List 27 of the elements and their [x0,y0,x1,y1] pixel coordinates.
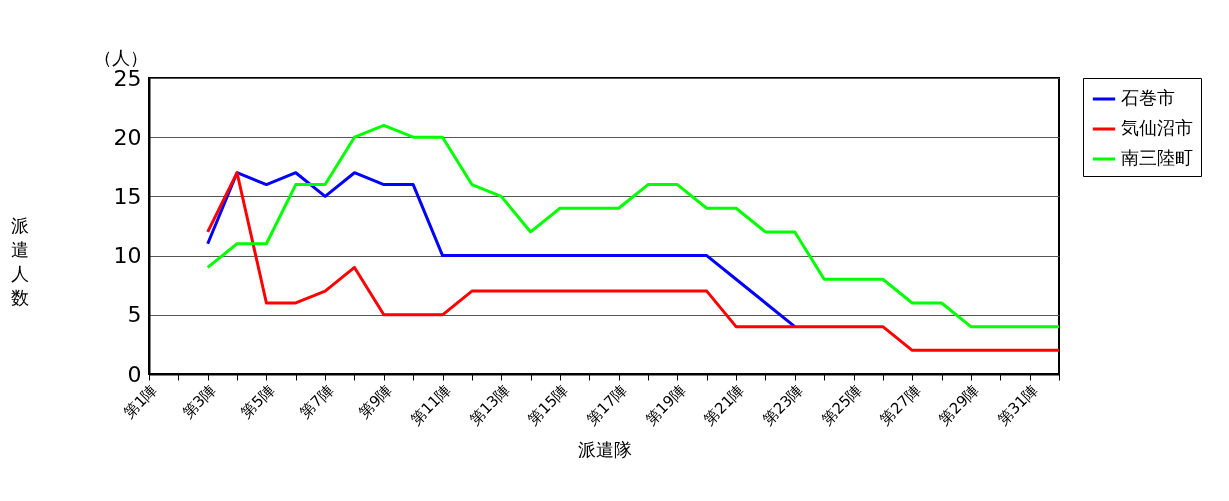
y-tick-label: 20 [113,124,142,150]
x-tick-label: 第17陣 [583,381,631,429]
y-tick-label: 10 [113,243,142,269]
x-tick-label: 第25陣 [817,381,866,429]
x-tick-label: 第19陣 [641,381,690,429]
x-tick-label: 第23陣 [759,381,807,429]
x-tick-label: 第15陣 [524,381,572,429]
x-tick-label: 第9陣 [354,381,396,422]
x-axis-title: 派遣隊 [577,438,632,460]
text: （人） [94,47,148,68]
legend-label: 気仙沼市 [1121,117,1193,138]
x-tick-label: 第29陣 [935,381,983,429]
x-tick-label: 第5陣 [237,381,279,422]
legend-label: 南三陸町 [1121,147,1193,168]
x-tick-label: 第7陣 [296,381,337,422]
line-series [206,123,1061,329]
line-series [206,171,1061,352]
x-tick-label: 第21陣 [700,381,748,429]
x-tick-label: 第31陣 [994,381,1042,429]
y-tick-label: 5 [127,302,142,328]
x-tick-label: 第27陣 [876,381,925,429]
y-tick-label: 15 [113,183,142,209]
y-axis-title: 派遣人数 [10,214,29,308]
x-tick-label: 第13陣 [465,381,514,429]
legend-label: 石巻市 [1121,87,1175,108]
x-tick-label: 第11陣 [406,381,455,429]
x-tick-label: 第3陣 [178,381,220,422]
